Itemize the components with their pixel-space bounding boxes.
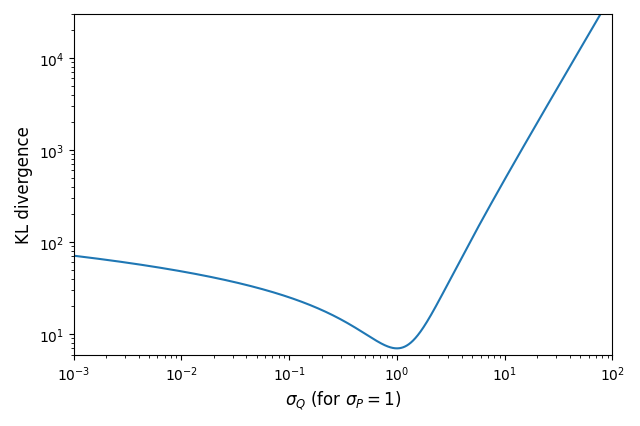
X-axis label: $\sigma_Q$ (for $\sigma_P = 1$): $\sigma_Q$ (for $\sigma_P = 1$): [285, 389, 401, 411]
Y-axis label: KL divergence: KL divergence: [15, 126, 33, 244]
